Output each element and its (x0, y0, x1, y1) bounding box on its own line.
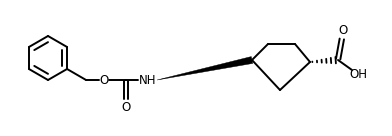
Text: OH: OH (349, 67, 367, 81)
Text: O: O (100, 73, 109, 86)
Text: O: O (338, 24, 348, 38)
Polygon shape (157, 57, 253, 80)
Text: NH: NH (139, 73, 157, 86)
Text: O: O (122, 101, 131, 114)
